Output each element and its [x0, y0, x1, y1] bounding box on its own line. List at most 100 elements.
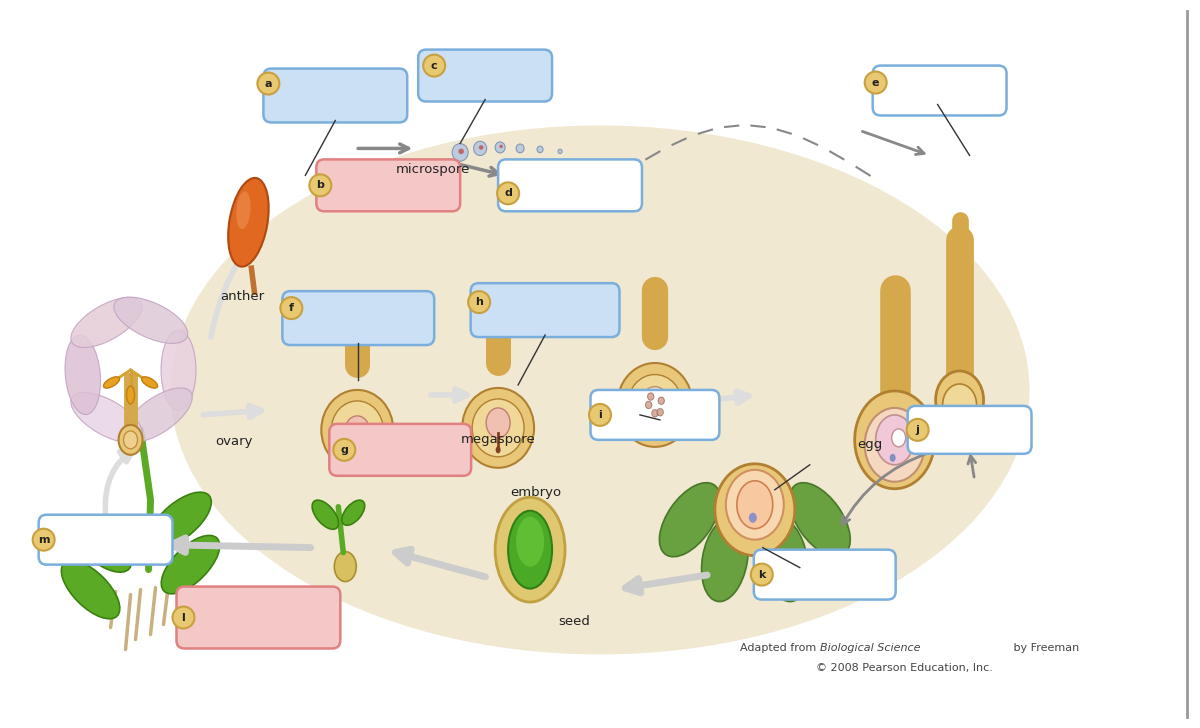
- Ellipse shape: [103, 377, 120, 388]
- Circle shape: [334, 439, 355, 461]
- Ellipse shape: [342, 500, 365, 526]
- Ellipse shape: [65, 335, 101, 414]
- Ellipse shape: [715, 464, 794, 555]
- Ellipse shape: [474, 141, 487, 156]
- FancyBboxPatch shape: [872, 66, 1007, 116]
- Text: Biological Science: Biological Science: [820, 644, 920, 654]
- Ellipse shape: [658, 397, 665, 404]
- Ellipse shape: [652, 410, 658, 417]
- Text: embryo: embryo: [510, 486, 562, 499]
- FancyBboxPatch shape: [263, 68, 407, 122]
- Circle shape: [468, 291, 490, 313]
- Ellipse shape: [228, 178, 269, 266]
- Ellipse shape: [161, 535, 220, 594]
- Ellipse shape: [161, 330, 196, 410]
- Ellipse shape: [790, 483, 851, 557]
- Text: e: e: [872, 78, 880, 87]
- Text: a: a: [265, 79, 272, 89]
- Ellipse shape: [508, 511, 552, 588]
- FancyBboxPatch shape: [590, 390, 719, 440]
- Ellipse shape: [892, 429, 906, 447]
- Ellipse shape: [61, 561, 120, 619]
- FancyBboxPatch shape: [317, 159, 460, 211]
- Ellipse shape: [865, 408, 925, 482]
- FancyBboxPatch shape: [754, 550, 895, 600]
- Circle shape: [907, 419, 929, 441]
- FancyBboxPatch shape: [907, 406, 1032, 454]
- Ellipse shape: [142, 377, 157, 388]
- Ellipse shape: [726, 470, 784, 539]
- FancyBboxPatch shape: [419, 50, 552, 101]
- Ellipse shape: [458, 149, 464, 154]
- Ellipse shape: [749, 513, 757, 523]
- Text: by Freeman: by Freeman: [1009, 644, 1079, 654]
- Circle shape: [310, 175, 331, 197]
- Ellipse shape: [876, 415, 913, 464]
- Ellipse shape: [538, 146, 544, 153]
- Ellipse shape: [70, 517, 131, 572]
- Text: h: h: [475, 297, 484, 307]
- Ellipse shape: [499, 145, 503, 149]
- Ellipse shape: [628, 374, 683, 435]
- Ellipse shape: [646, 401, 652, 408]
- Ellipse shape: [452, 143, 468, 161]
- Ellipse shape: [737, 480, 773, 529]
- Ellipse shape: [496, 446, 500, 454]
- Ellipse shape: [943, 384, 977, 426]
- Text: megaspore: megaspore: [461, 433, 535, 446]
- Text: microspore: microspore: [396, 163, 470, 176]
- FancyBboxPatch shape: [38, 515, 173, 565]
- Ellipse shape: [558, 149, 562, 154]
- Text: m: m: [38, 534, 49, 545]
- Ellipse shape: [936, 371, 984, 429]
- Circle shape: [281, 297, 302, 319]
- Ellipse shape: [71, 298, 143, 347]
- Ellipse shape: [126, 386, 134, 404]
- Text: Adapted from: Adapted from: [740, 644, 820, 654]
- Ellipse shape: [236, 191, 251, 229]
- Text: anther: anther: [221, 290, 264, 303]
- Ellipse shape: [462, 388, 534, 468]
- Circle shape: [497, 182, 520, 205]
- Ellipse shape: [322, 390, 394, 470]
- Ellipse shape: [335, 552, 356, 582]
- FancyBboxPatch shape: [470, 283, 619, 337]
- Ellipse shape: [496, 497, 565, 602]
- Ellipse shape: [71, 392, 143, 443]
- Text: d: d: [504, 189, 512, 198]
- Ellipse shape: [648, 393, 654, 400]
- Ellipse shape: [702, 518, 748, 601]
- Text: ovary: ovary: [216, 435, 253, 448]
- Ellipse shape: [124, 388, 192, 442]
- Ellipse shape: [516, 517, 544, 566]
- FancyBboxPatch shape: [329, 424, 472, 476]
- Ellipse shape: [617, 363, 692, 447]
- FancyBboxPatch shape: [498, 159, 642, 211]
- Text: l: l: [181, 612, 185, 622]
- Ellipse shape: [119, 425, 143, 455]
- FancyBboxPatch shape: [282, 291, 434, 345]
- Text: k: k: [758, 569, 766, 579]
- Ellipse shape: [854, 391, 935, 488]
- FancyBboxPatch shape: [176, 587, 341, 649]
- Text: c: c: [431, 60, 438, 71]
- Ellipse shape: [114, 297, 187, 344]
- Text: g: g: [341, 445, 348, 455]
- Circle shape: [589, 404, 611, 426]
- Circle shape: [32, 529, 55, 550]
- Ellipse shape: [150, 492, 211, 547]
- Text: egg: egg: [857, 438, 882, 451]
- Circle shape: [424, 55, 445, 76]
- Text: i: i: [598, 410, 602, 420]
- Ellipse shape: [516, 144, 524, 153]
- Ellipse shape: [346, 416, 370, 444]
- Ellipse shape: [889, 454, 895, 462]
- Text: seed: seed: [558, 614, 590, 628]
- Ellipse shape: [170, 125, 1030, 654]
- Ellipse shape: [312, 500, 338, 529]
- Ellipse shape: [658, 408, 664, 416]
- Ellipse shape: [479, 145, 484, 150]
- Ellipse shape: [762, 518, 808, 601]
- Ellipse shape: [331, 401, 383, 459]
- Ellipse shape: [496, 142, 505, 153]
